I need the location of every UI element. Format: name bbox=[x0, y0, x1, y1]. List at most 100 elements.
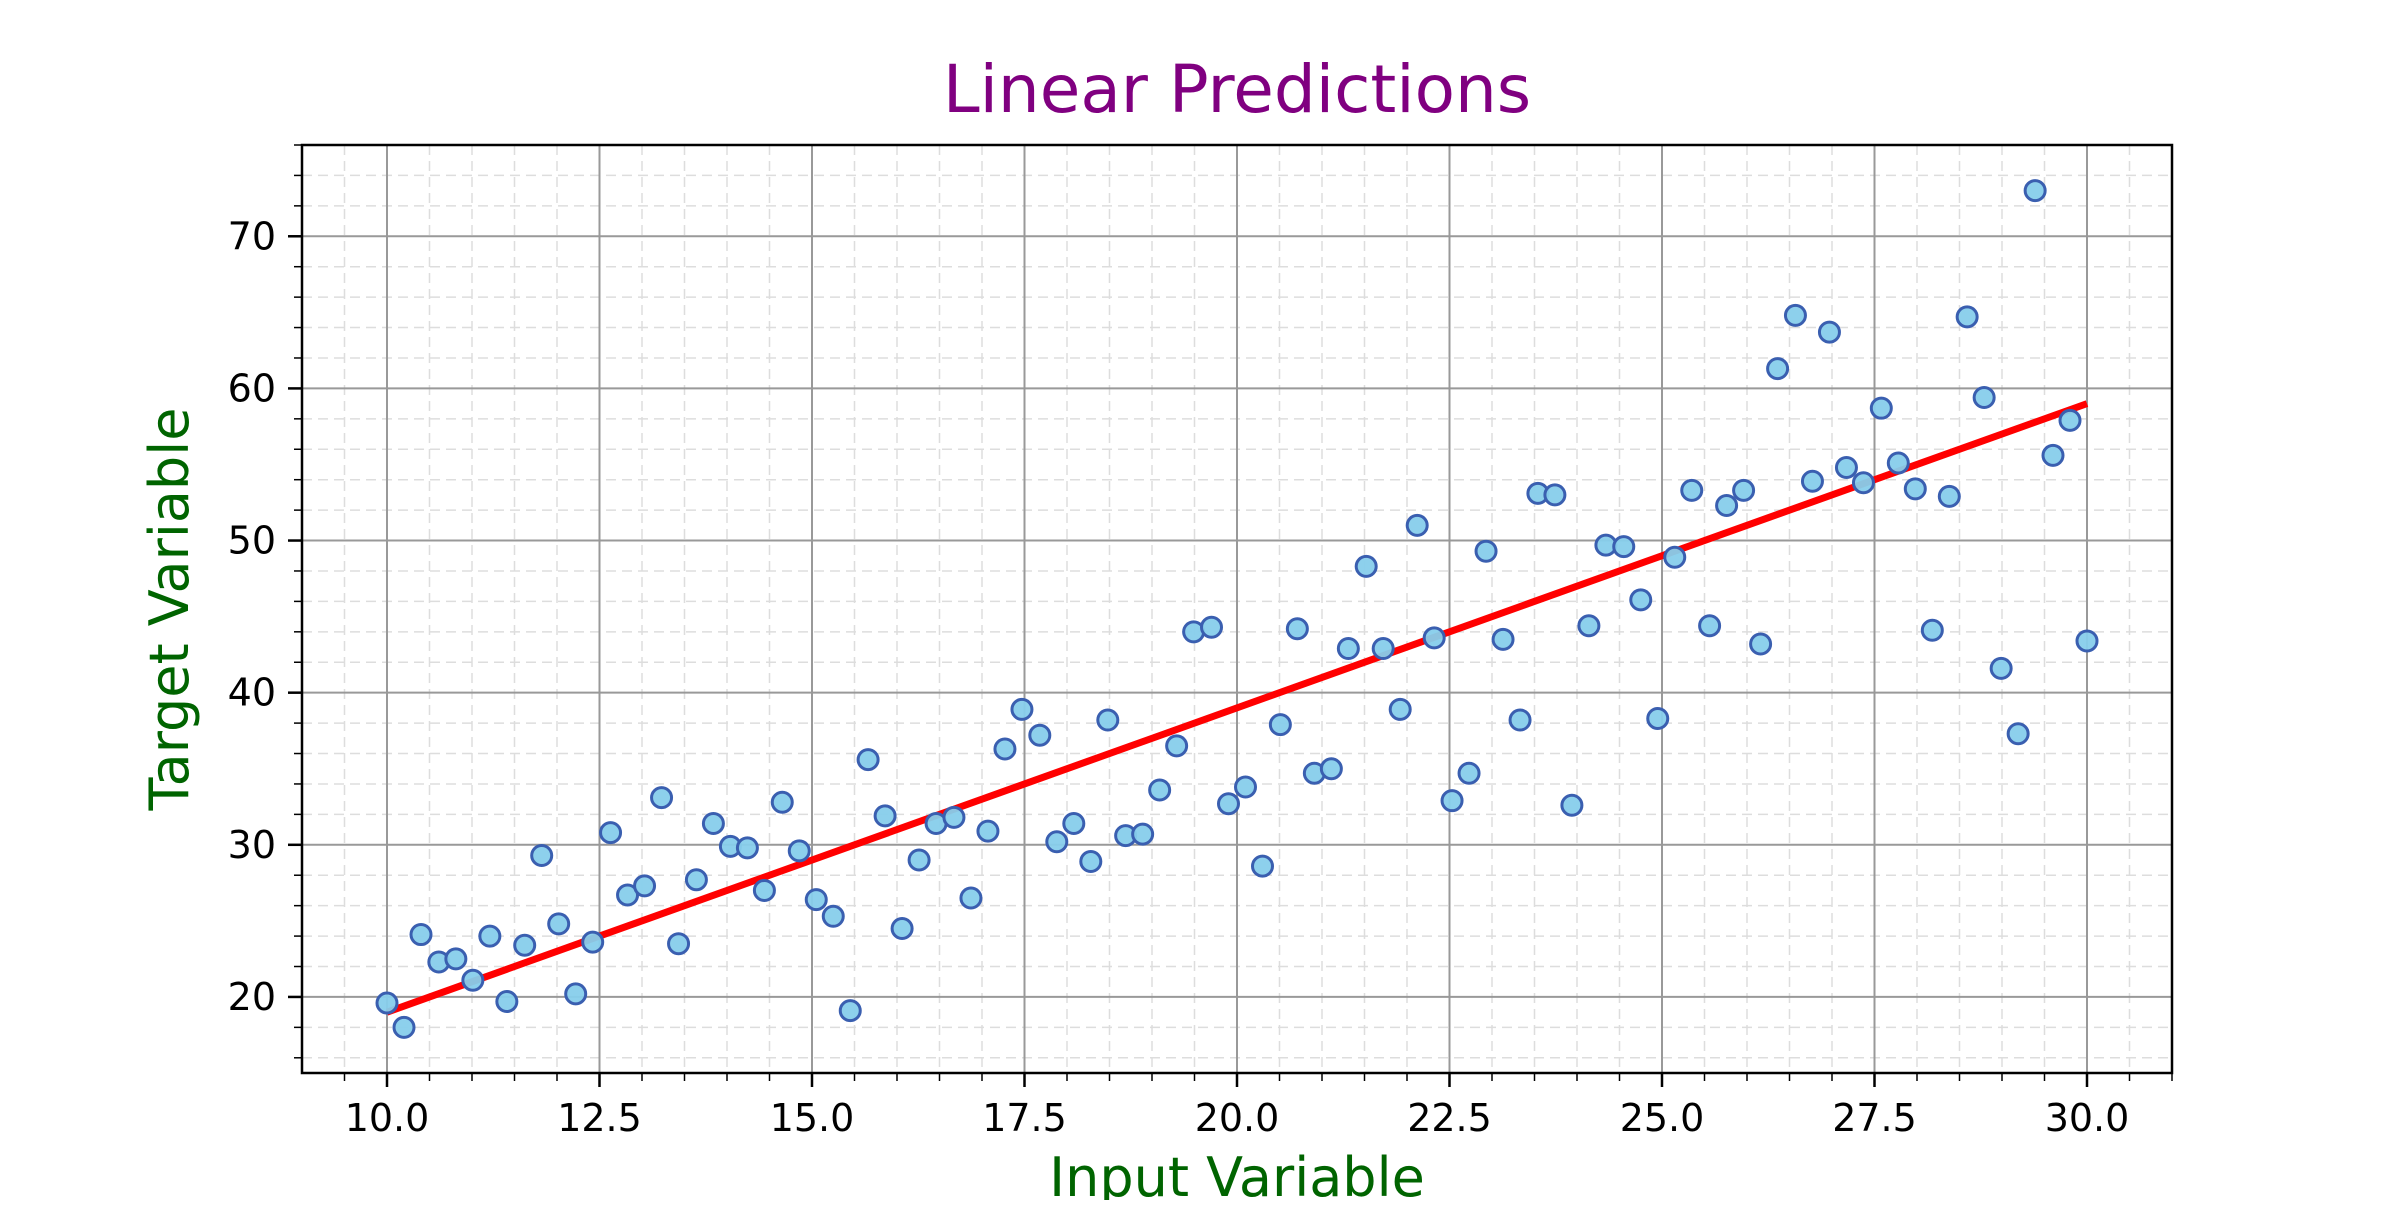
scatter-point bbox=[942, 805, 966, 829]
scatter-point bbox=[1937, 484, 1961, 508]
scatter-point bbox=[1800, 469, 1824, 493]
points-layer bbox=[375, 179, 2099, 1039]
scatter-point bbox=[581, 930, 605, 954]
scatter-point bbox=[1371, 637, 1395, 661]
x-tick-label: 25.0 bbox=[1620, 1096, 1705, 1140]
scatter-point bbox=[2006, 722, 2030, 746]
scatter-point bbox=[1508, 708, 1532, 732]
scatter-point bbox=[1165, 734, 1189, 758]
scatter-point bbox=[1869, 396, 1893, 420]
chart-title: Linear Predictions bbox=[943, 51, 1531, 128]
x-tick-label: 17.5 bbox=[982, 1096, 1067, 1140]
scatter-point bbox=[1062, 812, 1086, 836]
regression-line bbox=[385, 400, 2089, 1016]
scatter-point bbox=[1646, 707, 1670, 731]
scatter-point bbox=[1491, 627, 1515, 651]
scatter-point bbox=[599, 821, 623, 845]
scatter-point bbox=[1010, 697, 1034, 721]
scatter-point bbox=[461, 968, 485, 992]
scatter-point bbox=[1336, 637, 1360, 661]
y-tick-label: 20 bbox=[228, 975, 276, 1019]
scatter-point bbox=[1886, 451, 1910, 475]
scatter-point bbox=[1028, 723, 1052, 747]
scatter-point bbox=[1629, 588, 1653, 612]
scatter-point bbox=[513, 933, 537, 957]
scatter-point bbox=[392, 1015, 416, 1039]
y-tick-label: 40 bbox=[228, 671, 276, 715]
scatter-point bbox=[444, 947, 468, 971]
x-tick-label: 22.5 bbox=[1407, 1096, 1492, 1140]
scatter-point bbox=[873, 804, 897, 828]
scatter-point bbox=[1577, 614, 1601, 638]
scatter-point bbox=[1972, 386, 1996, 410]
scatter-point bbox=[1045, 830, 1069, 854]
scatter-point bbox=[1079, 850, 1103, 874]
scatter-point bbox=[1268, 713, 1292, 737]
scatter-point bbox=[564, 982, 588, 1006]
scatter-point bbox=[735, 836, 759, 860]
axis-ticks: 10.0 12.5 15.0 17.5 20.0 22.5 25.0 27.5 30.0 20 30… bbox=[228, 144, 2173, 1140]
scatter-point bbox=[530, 843, 554, 867]
scatter-point bbox=[495, 989, 519, 1013]
scatter-point bbox=[787, 839, 811, 863]
scatter-point bbox=[993, 737, 1017, 761]
scatter-point bbox=[409, 923, 433, 947]
x-tick-label: 10.0 bbox=[345, 1096, 430, 1140]
scatter-point bbox=[2041, 443, 2065, 467]
x-tick-label: 20.0 bbox=[1195, 1096, 1280, 1140]
scatter-point bbox=[1474, 539, 1498, 563]
x-tick-label: 15.0 bbox=[770, 1096, 855, 1140]
scatter-point bbox=[1834, 456, 1858, 480]
scatter-point bbox=[547, 912, 571, 936]
scatter-point bbox=[1698, 614, 1722, 638]
scatter-point bbox=[478, 924, 502, 948]
scatter-point bbox=[1851, 471, 1875, 495]
scatter-point bbox=[1732, 478, 1756, 502]
scatter-point bbox=[1217, 792, 1240, 816]
scatter-point bbox=[907, 848, 931, 872]
scatter-point bbox=[1131, 822, 1155, 846]
scatter-point bbox=[1354, 554, 1378, 578]
scatter-point bbox=[1920, 618, 1944, 642]
scatter-point bbox=[1096, 708, 1120, 732]
scatter-point bbox=[616, 883, 640, 907]
scatter-point bbox=[701, 812, 725, 836]
scatter-point bbox=[1715, 494, 1739, 518]
scatter-point bbox=[650, 786, 674, 810]
scatter-point bbox=[959, 886, 983, 910]
x-tick-label: 30.0 bbox=[2045, 1096, 2130, 1140]
scatter-point bbox=[1817, 320, 1841, 344]
scatter-point bbox=[1251, 854, 1274, 878]
scatter-point bbox=[1234, 775, 1257, 799]
scatter-point bbox=[1560, 793, 1584, 817]
scatter-point bbox=[1285, 617, 1309, 641]
scatter-point bbox=[1766, 357, 1790, 381]
y-tick-label: 60 bbox=[228, 366, 276, 410]
scatter-point bbox=[2023, 179, 2047, 203]
scatter-point bbox=[821, 904, 845, 928]
scatter-point bbox=[2058, 408, 2082, 432]
scatter-point bbox=[667, 932, 691, 956]
scatter-point bbox=[684, 868, 708, 892]
x-axis-label: Input Variable bbox=[1049, 1146, 1425, 1200]
y-tick-label: 70 bbox=[228, 214, 276, 258]
scatter-point bbox=[1200, 615, 1223, 639]
x-tick-label: 27.5 bbox=[1832, 1096, 1917, 1140]
scatter-point bbox=[1663, 545, 1687, 569]
x-tick-label: 12.5 bbox=[557, 1096, 642, 1140]
scatter-point bbox=[1457, 761, 1481, 785]
scatter-point bbox=[1680, 478, 1704, 502]
scatter-point bbox=[1148, 778, 1172, 802]
scatter-point bbox=[1405, 513, 1429, 537]
scatter-point bbox=[1749, 632, 1773, 656]
scatter-point bbox=[1783, 303, 1807, 327]
scatter-point bbox=[1440, 789, 1464, 813]
scatter-point bbox=[375, 991, 399, 1015]
y-tick-label: 30 bbox=[228, 823, 276, 867]
scatter-point bbox=[1543, 483, 1567, 507]
scatter-point bbox=[1612, 535, 1636, 559]
y-axis-label: Target Variable bbox=[138, 408, 201, 812]
scatter-point bbox=[890, 916, 914, 940]
